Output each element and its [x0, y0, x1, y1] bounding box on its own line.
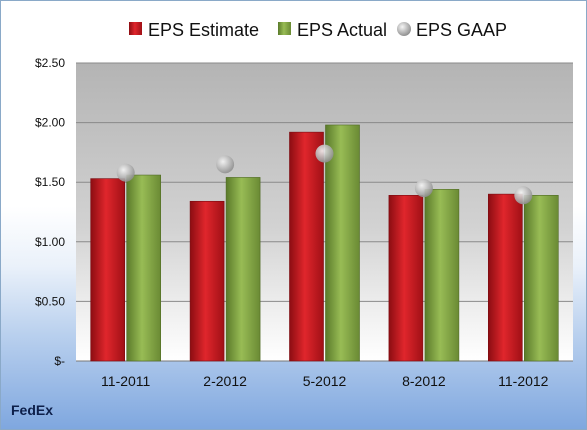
- bars: [90, 124, 559, 362]
- legend-swatch-eps-gaap: [397, 22, 411, 36]
- bar-eps-actual: [424, 189, 460, 362]
- marker-eps-gaap: [514, 186, 533, 205]
- legend-label: EPS GAAP: [416, 20, 507, 40]
- marker-eps-gaap: [414, 179, 433, 198]
- x-tick-label: 2-2012: [203, 373, 247, 389]
- y-tick-label: $2.50: [35, 56, 65, 70]
- bar-eps-estimate: [289, 131, 324, 362]
- bar-eps-actual: [523, 195, 559, 362]
- bar-eps-estimate: [487, 193, 523, 362]
- y-tick-label: $1.00: [35, 235, 65, 249]
- y-tick-labels: $- $0.50 $1.00 $1.50 $2.00 $2.50: [35, 56, 65, 368]
- x-tick-labels: 11-2011 2-2012 5-2012 8-2012 11-2012: [101, 373, 549, 389]
- marker-eps-gaap: [216, 155, 235, 174]
- x-tick-label: 11-2012: [498, 373, 549, 389]
- y-tick-label: $-: [54, 354, 65, 368]
- bar-eps-estimate: [388, 195, 424, 362]
- y-tick-label: $2.00: [35, 116, 65, 130]
- marker-eps-gaap: [116, 163, 135, 182]
- company-label: FedEx: [11, 402, 54, 418]
- legend-label: EPS Estimate: [148, 20, 259, 40]
- marker-eps-gaap: [315, 144, 334, 163]
- markers: [116, 144, 533, 205]
- bar-eps-actual: [225, 177, 261, 362]
- legend-label: EPS Actual: [297, 20, 387, 40]
- y-tick-label: $0.50: [35, 294, 65, 308]
- legend-swatch-eps-estimate: [129, 22, 142, 35]
- x-tick-label: 5-2012: [303, 373, 347, 389]
- x-tick-label: 8-2012: [402, 373, 446, 389]
- bar-eps-actual: [325, 124, 360, 362]
- bar-eps-actual: [126, 174, 161, 362]
- y-tick-label: $1.50: [35, 175, 65, 189]
- legend-swatch-eps-actual: [278, 22, 291, 35]
- x-tick-label: 11-2011: [101, 373, 151, 389]
- bar-eps-estimate: [189, 200, 225, 362]
- bar-eps-estimate: [90, 178, 125, 362]
- legend: EPS Estimate EPS Actual EPS GAAP: [129, 20, 507, 40]
